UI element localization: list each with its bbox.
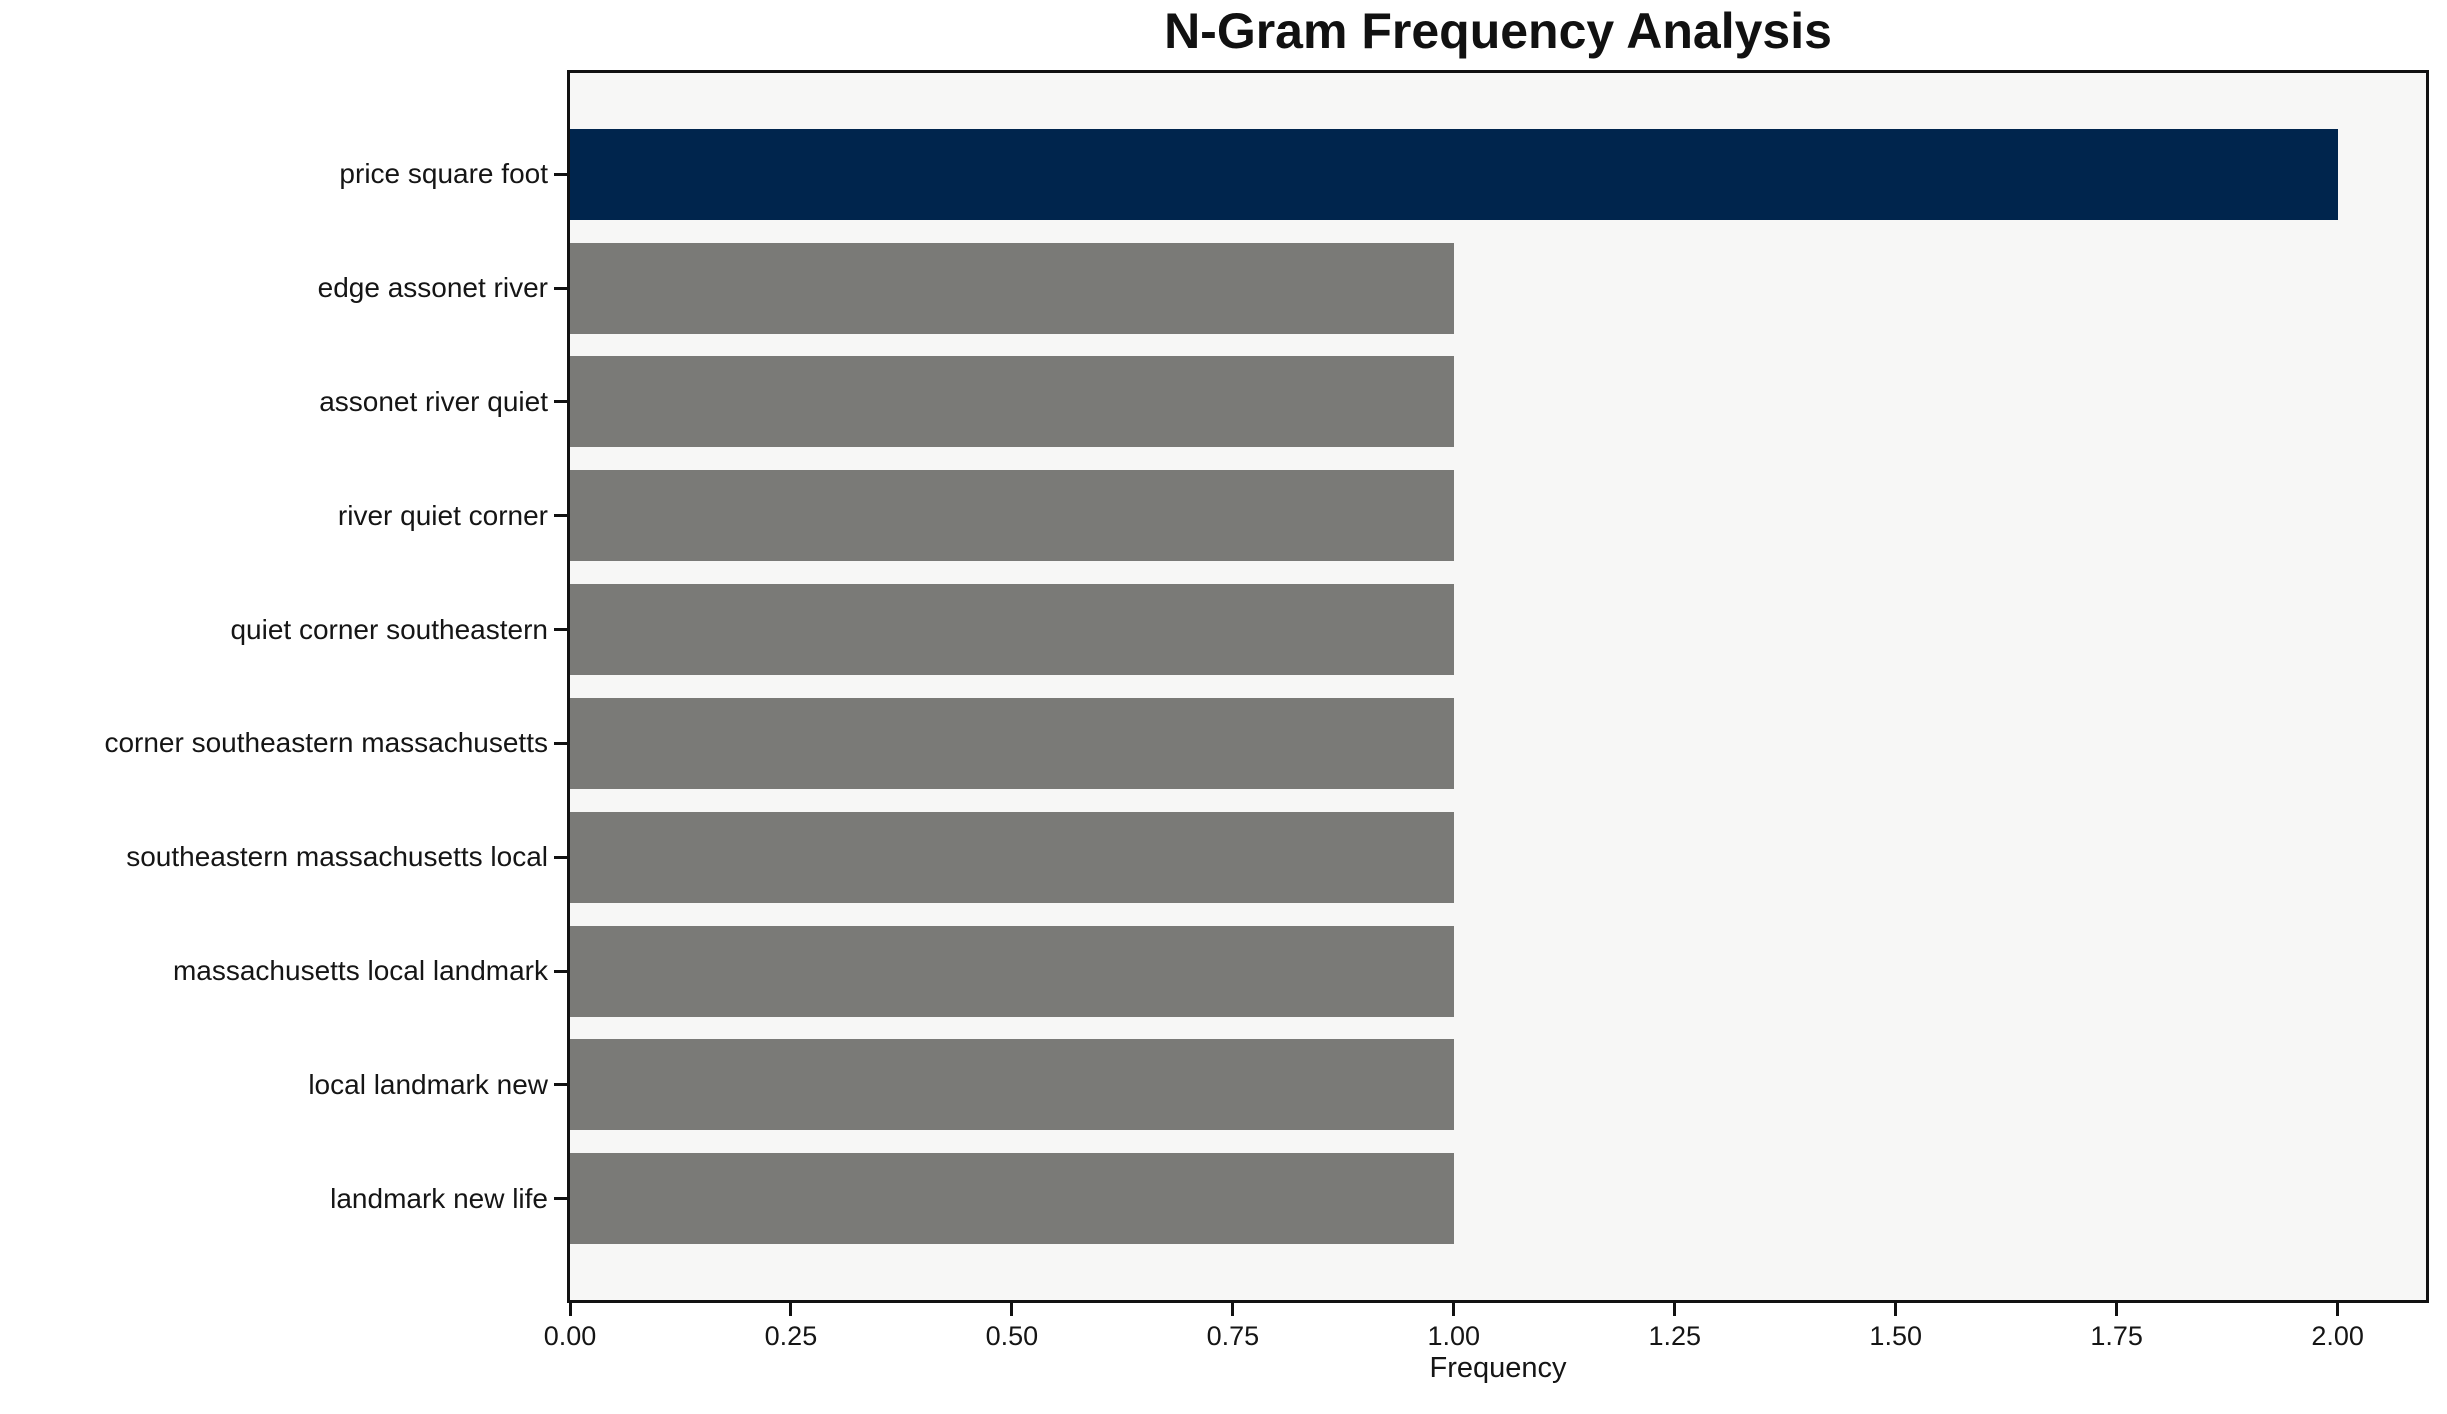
- y-tick-mark: [554, 514, 567, 518]
- bar: [570, 356, 1454, 448]
- x-tick-mark: [1894, 1303, 1898, 1316]
- chart-title: N-Gram Frequency Analysis: [1164, 3, 1832, 59]
- x-tick-label: 0.75: [1206, 1321, 1260, 1351]
- bar: [570, 811, 1454, 903]
- x-tick-mark: [789, 1303, 793, 1316]
- x-tick-mark: [1010, 1303, 1014, 1316]
- x-tick-label: 1.25: [1648, 1321, 1702, 1351]
- x-tick-mark: [1452, 1303, 1456, 1316]
- bar: [570, 242, 1454, 334]
- x-tick-mark: [1673, 1303, 1677, 1316]
- y-tick-mark: [554, 1083, 567, 1087]
- x-axis-label: Frequency: [1429, 1352, 1567, 1384]
- y-tick-mark: [554, 1197, 567, 1201]
- bar: [570, 128, 2338, 220]
- bar: [570, 584, 1454, 676]
- x-tick-mark: [2336, 1303, 2340, 1316]
- x-tick-mark: [1231, 1303, 1235, 1316]
- x-tick-mark: [568, 1303, 572, 1316]
- bar: [570, 925, 1454, 1017]
- x-tick-label: 0.00: [543, 1321, 597, 1351]
- x-tick-label: 1.50: [1869, 1321, 1922, 1351]
- y-tick-label: landmark new life: [330, 1182, 548, 1214]
- y-tick-label: assonet river quiet: [319, 385, 548, 417]
- y-tick-label: local landmark new: [308, 1068, 548, 1100]
- y-tick-mark: [554, 969, 567, 973]
- x-tick-mark: [2115, 1303, 2119, 1316]
- y-tick-mark: [554, 628, 567, 632]
- y-tick-label: massachusetts local landmark: [172, 955, 548, 987]
- x-tick-label: 2.00: [2311, 1321, 2364, 1351]
- y-tick-mark: [554, 855, 567, 859]
- bar: [570, 470, 1454, 562]
- bar: [570, 697, 1454, 789]
- y-tick-label: price square foot: [339, 158, 548, 190]
- x-tick-label: 1.75: [2090, 1321, 2143, 1351]
- x-tick-label: 0.50: [985, 1321, 1039, 1351]
- y-tick-label: edge assonet river: [317, 272, 548, 304]
- bar: [570, 1153, 1454, 1245]
- y-tick-mark: [554, 172, 567, 176]
- y-tick-label: river quiet corner: [337, 499, 548, 531]
- y-tick-mark: [554, 286, 567, 290]
- x-tick-label: 0.25: [764, 1321, 818, 1351]
- y-tick-label: quiet corner southeastern: [230, 613, 548, 645]
- y-tick-label: southeastern massachusetts local: [126, 841, 548, 873]
- y-tick-mark: [554, 741, 567, 745]
- y-tick-label: corner southeastern massachusetts: [104, 727, 548, 759]
- y-tick-mark: [554, 400, 567, 404]
- bar: [570, 1039, 1454, 1131]
- x-tick-label: 1.00: [1427, 1321, 1481, 1351]
